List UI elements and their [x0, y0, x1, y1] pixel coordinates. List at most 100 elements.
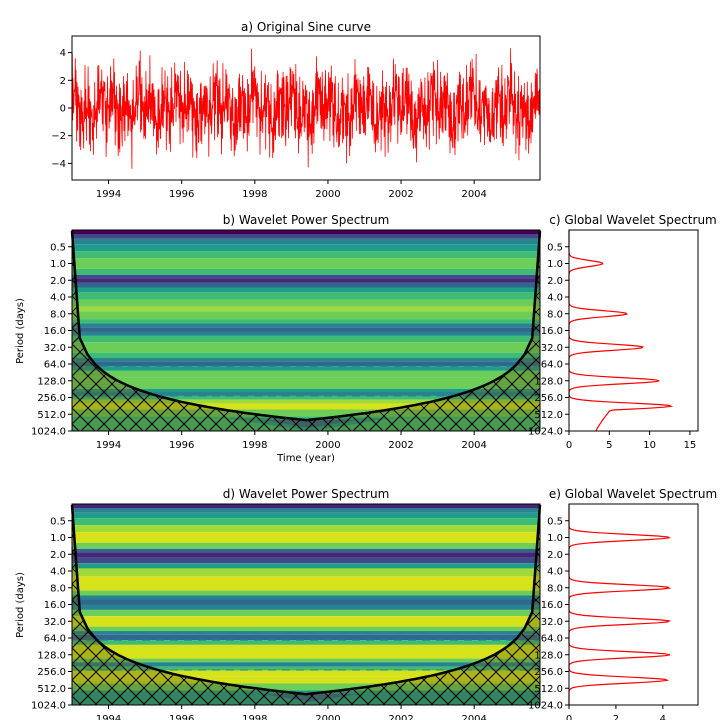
panel-b-ytick-label: 0.5	[50, 242, 66, 253]
power-band	[72, 666, 540, 671]
signal-line	[71, 48, 541, 169]
power-band	[72, 609, 540, 617]
power-band	[72, 238, 540, 245]
panel-e-ytick-label: 2.0	[547, 550, 563, 561]
panel-e-ytick-label: 128.0	[534, 650, 563, 661]
panel-d-ytick-label: 4.0	[50, 567, 66, 578]
panel-c-xtick-label: 5	[606, 440, 612, 451]
power-band	[72, 268, 540, 275]
panel-d-ytick-label: 512.0	[37, 684, 66, 695]
power-band	[72, 518, 540, 526]
panel-b-ytick-label: 1.0	[50, 259, 66, 270]
power-band	[72, 230, 540, 235]
coi-hatch	[72, 504, 540, 705]
panel-c-ytick-label: 256.0	[534, 393, 563, 404]
panel-c-title: c) Global Wavelet Spectrum	[549, 213, 717, 227]
power-band	[72, 366, 540, 371]
panel-d-ytick-label: 2.0	[50, 550, 66, 561]
power-band	[72, 552, 540, 558]
power-band	[72, 640, 540, 645]
panel-b-xtick-label: 2004	[461, 440, 486, 451]
power-band	[72, 299, 540, 307]
panel-d-ytick-label: 16.0	[44, 600, 66, 611]
panel-d-xtick-label: 1996	[169, 714, 194, 720]
panel-e-ytick-label: 1.0	[547, 533, 563, 544]
power-band	[72, 508, 540, 513]
panel-e-ticks: 0 2 4 0.5 1.0 2.0 4.0 8.0 16.0 32.0 64.0 128.0 256.0…	[528, 516, 666, 720]
power-band	[72, 576, 540, 591]
power-band	[72, 568, 540, 577]
power-band	[72, 662, 540, 667]
panel-b-ticks: 1994 1996 1998 2000 2002 2004 0.5 1.0 2.0 4.0 8.0 1…	[31, 242, 487, 451]
panel-b-ytick-label: 1024.0	[31, 427, 66, 438]
panel-a-xtick-label: 2002	[388, 189, 413, 200]
panel-b-ytick-label: 32.0	[44, 343, 66, 354]
panel-c-xtick-label: 0	[566, 440, 572, 451]
panel-a-xtick-label: 2000	[315, 189, 340, 200]
panel-e-ytick-label: 512.0	[534, 684, 563, 695]
power-band	[72, 287, 540, 293]
power-band	[72, 590, 540, 596]
panel-d-title: d) Wavelet Power Spectrum	[223, 487, 390, 501]
panel-b-xtick-label: 2000	[315, 440, 340, 451]
panel-d-ticks: 1994 1996 1998 2000 2002 2004 0.5 1.0 2.0 4.0 8.0 1…	[31, 516, 487, 720]
power-band	[72, 306, 540, 312]
panel-b-ylabel: Period (days)	[15, 298, 26, 364]
panel-c-ytick-label: 0.5	[547, 242, 563, 253]
panel-a-ytick-label: −2	[51, 131, 66, 142]
panel-e-ytick-label: 1024.0	[528, 701, 563, 712]
power-band	[72, 403, 540, 410]
panel-d-ytick-label: 8.0	[50, 583, 66, 594]
power-band	[72, 377, 540, 389]
panel-b-xlabel: Time (year)	[276, 453, 335, 464]
power-band	[72, 670, 540, 677]
panel-e-ytick-label: 32.0	[541, 617, 563, 628]
panel-a-ytick-label: 0	[60, 104, 66, 115]
power-band	[72, 278, 540, 283]
power-band	[72, 361, 540, 367]
power-band	[72, 525, 540, 533]
panel-b-xtick-label: 1996	[169, 440, 194, 451]
panel-b-ytick-label: 128.0	[37, 376, 66, 387]
power-band	[72, 599, 540, 605]
panel-a: a) Original Sine curve 1994 1996 1998 2000 2…	[51, 20, 541, 200]
panel-c-ytick-label: 512.0	[534, 410, 563, 421]
power-band	[72, 327, 540, 332]
power-band	[72, 358, 540, 362]
panel-d-xtick-label: 2000	[315, 714, 340, 720]
panel-b-ytick-label: 256.0	[37, 393, 66, 404]
panel-e-plot-area	[568, 504, 672, 705]
global-spectrum-line	[568, 504, 672, 705]
panel-a-plot-area	[71, 48, 541, 169]
global-spectrum-line	[568, 230, 674, 432]
panel-c-ytick-label: 64.0	[541, 360, 563, 371]
panel-d-ytick-label: 256.0	[37, 667, 66, 678]
power-band	[72, 631, 540, 635]
panel-c-ytick-label: 32.0	[541, 343, 563, 354]
power-band	[72, 658, 540, 663]
power-band	[72, 595, 540, 600]
panel-c: c) Global Wavelet Spectrum 0 5 10 15 0.5 1.0 2…	[528, 213, 717, 451]
panel-c-ytick-label: 1024.0	[528, 427, 563, 438]
panel-b-title: b) Wavelet Power Spectrum	[223, 213, 390, 227]
panel-e-ytick-label: 0.5	[547, 516, 563, 527]
coi-hatch	[72, 230, 540, 431]
power-band	[72, 319, 540, 324]
panel-a-ytick-label: −4	[51, 159, 66, 170]
panel-d-xtick-label: 1994	[96, 714, 121, 720]
power-band	[72, 251, 540, 259]
panel-e-title: e) Global Wavelet Spectrum	[549, 487, 717, 501]
panel-d-xtick-label: 2002	[388, 714, 413, 720]
panel-d-ytick-label: 1024.0	[31, 701, 66, 712]
panel-d-xtick-label: 2004	[461, 714, 486, 720]
power-band	[72, 399, 540, 404]
power-band	[72, 234, 540, 239]
power-band	[72, 388, 540, 392]
panel-a-ticks: 1994 1996 1998 2000 2002 2004 4 2 0 −2 −4	[51, 48, 487, 200]
panel-e-ytick-label: 64.0	[541, 634, 563, 645]
panel-e-ytick-label: 16.0	[541, 600, 563, 611]
panel-c-ytick-label: 8.0	[547, 309, 563, 320]
panel-c-xtick-label: 10	[643, 440, 656, 451]
power-band	[72, 542, 540, 549]
panel-b-heatmap	[70, 230, 542, 431]
